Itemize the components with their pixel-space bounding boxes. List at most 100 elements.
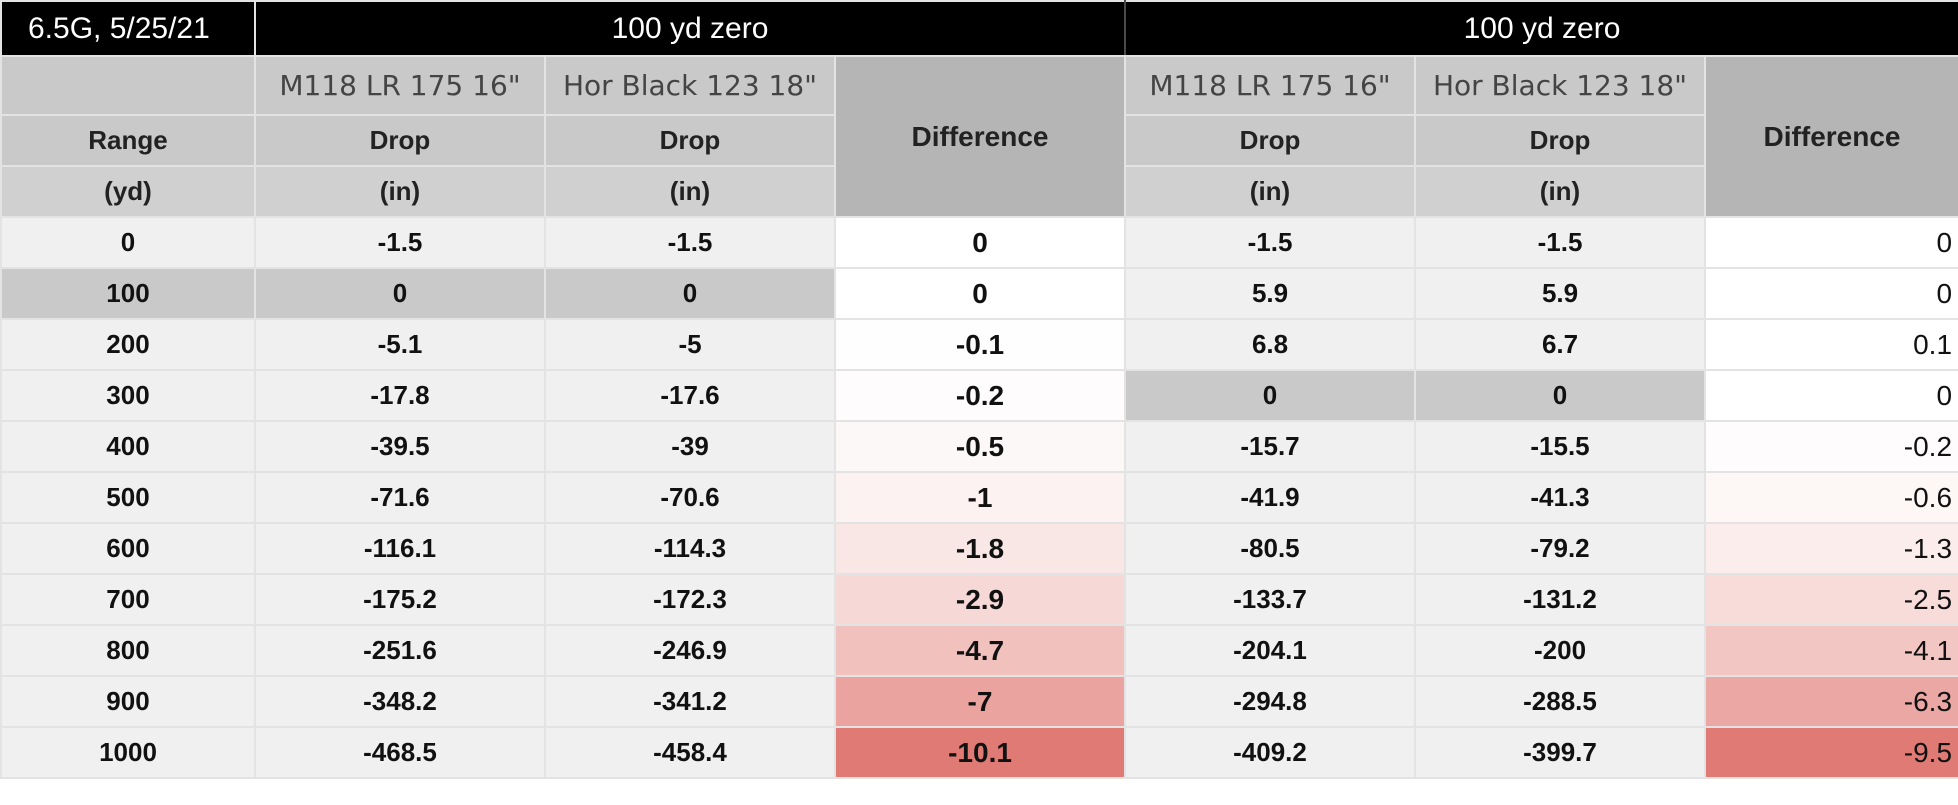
drop-cell-2[interactable]: -5 — [544, 318, 836, 371]
difference-cell-a[interactable]: 0 — [833, 267, 1127, 320]
range-cell[interactable]: 500 — [0, 471, 256, 524]
drop-cell-1[interactable]: -175.2 — [254, 573, 546, 626]
drop-cell-1[interactable]: -116.1 — [254, 522, 546, 575]
zero-header-a[interactable]: 100 yd zero — [253, 0, 1127, 57]
range-cell[interactable]: 400 — [0, 420, 256, 473]
difference-cell-b[interactable]: -0.6 — [1704, 471, 1958, 524]
drop-cell-2[interactable]: -17.6 — [544, 369, 836, 422]
drop-cell-1[interactable]: -17.8 — [254, 369, 546, 422]
drop-cell-2[interactable]: -114.3 — [544, 522, 836, 575]
drop-cell-2[interactable]: -1.5 — [544, 216, 836, 269]
drop-cell-3[interactable]: -409.2 — [1124, 726, 1417, 779]
difference-cell-a[interactable]: -1.8 — [833, 522, 1127, 575]
load-name-1[interactable]: M118 LR 175 16" — [254, 55, 546, 116]
range-cell[interactable]: 800 — [0, 624, 256, 677]
drop-cell-2[interactable]: -246.9 — [544, 624, 836, 677]
drop-cell-2[interactable]: -341.2 — [544, 675, 836, 728]
unit-4[interactable]: (in) — [1414, 165, 1707, 218]
difference-cell-a[interactable]: -0.1 — [833, 318, 1127, 371]
difference-cell-b[interactable]: -4.1 — [1704, 624, 1958, 677]
drop-cell-4[interactable]: 5.9 — [1414, 267, 1707, 320]
unit-1[interactable]: (in) — [254, 165, 546, 218]
drop-cell-1[interactable]: -39.5 — [254, 420, 546, 473]
difference-header-a[interactable]: Difference — [833, 55, 1127, 218]
range-header[interactable]: Range — [0, 114, 256, 167]
difference-cell-b[interactable]: -9.5 — [1704, 726, 1958, 779]
zero-header-b[interactable]: 100 yd zero — [1124, 0, 1958, 57]
unit-2[interactable]: (in) — [544, 165, 836, 218]
drop-cell-1[interactable]: -251.6 — [254, 624, 546, 677]
drop-cell-4[interactable]: -399.7 — [1414, 726, 1707, 779]
drop-cell-4[interactable]: 6.7 — [1414, 318, 1707, 371]
difference-cell-a[interactable]: -10.1 — [833, 726, 1127, 779]
drop-cell-4[interactable]: -200 — [1414, 624, 1707, 677]
difference-cell-a[interactable]: -7 — [833, 675, 1127, 728]
drop-cell-3[interactable]: -41.9 — [1124, 471, 1417, 524]
drop-cell-1[interactable]: -1.5 — [254, 216, 546, 269]
drop-cell-2[interactable]: -70.6 — [544, 471, 836, 524]
drop-cell-2[interactable]: -39 — [544, 420, 836, 473]
table-row: 200 -5.1 -5 -0.1 6.8 6.7 0.1 — [0, 318, 1958, 371]
drop-header-1[interactable]: Drop — [254, 114, 546, 167]
range-cell[interactable]: 600 — [0, 522, 256, 575]
difference-cell-b[interactable]: -0.2 — [1704, 420, 1958, 473]
range-cell[interactable]: 700 — [0, 573, 256, 626]
unit-3[interactable]: (in) — [1124, 165, 1417, 218]
drop-cell-4[interactable]: 0 — [1414, 369, 1707, 422]
difference-cell-b[interactable]: -1.3 — [1704, 522, 1958, 575]
drop-cell-1[interactable]: -5.1 — [254, 318, 546, 371]
difference-cell-b[interactable]: 0.1 — [1704, 318, 1958, 371]
drop-cell-2[interactable]: -172.3 — [544, 573, 836, 626]
range-unit[interactable]: (yd) — [0, 165, 256, 218]
drop-header-4[interactable]: Drop — [1414, 114, 1707, 167]
sheet-title[interactable]: 6.5G, 5/25/21 — [0, 0, 256, 57]
range-cell[interactable]: 900 — [0, 675, 256, 728]
load-name-2[interactable]: Hor Black 123 18" — [544, 55, 836, 116]
drop-cell-3[interactable]: 0 — [1124, 369, 1417, 422]
range-cell[interactable]: 1000 — [0, 726, 256, 779]
difference-cell-b[interactable]: -2.5 — [1704, 573, 1958, 626]
difference-cell-a[interactable]: -0.5 — [833, 420, 1127, 473]
drop-cell-4[interactable]: -288.5 — [1414, 675, 1707, 728]
drop-cell-2[interactable]: 0 — [544, 267, 836, 320]
range-cell[interactable]: 200 — [0, 318, 256, 371]
drop-header-3[interactable]: Drop — [1124, 114, 1417, 167]
drop-cell-1[interactable]: -468.5 — [254, 726, 546, 779]
difference-cell-a[interactable]: -4.7 — [833, 624, 1127, 677]
difference-cell-b[interactable]: 0 — [1704, 267, 1958, 320]
drop-cell-2[interactable]: -458.4 — [544, 726, 836, 779]
drop-cell-3[interactable]: 6.8 — [1124, 318, 1417, 371]
difference-cell-a[interactable]: -0.2 — [833, 369, 1127, 422]
drop-cell-4[interactable]: -131.2 — [1414, 573, 1707, 626]
drop-cell-3[interactable]: -15.7 — [1124, 420, 1417, 473]
difference-cell-b[interactable]: 0 — [1704, 216, 1958, 269]
difference-cell-a[interactable]: -1 — [833, 471, 1127, 524]
drop-cell-3[interactable]: 5.9 — [1124, 267, 1417, 320]
difference-cell-b[interactable]: -6.3 — [1704, 675, 1958, 728]
corner-cell[interactable] — [0, 55, 256, 116]
range-cell[interactable]: 0 — [0, 216, 256, 269]
difference-cell-a[interactable]: 0 — [833, 216, 1127, 269]
drop-cell-1[interactable]: -71.6 — [254, 471, 546, 524]
drop-cell-4[interactable]: -15.5 — [1414, 420, 1707, 473]
difference-cell-b[interactable]: 0 — [1704, 369, 1958, 422]
difference-header-b[interactable]: Difference — [1704, 55, 1958, 218]
drop-cell-3[interactable]: -294.8 — [1124, 675, 1417, 728]
table-row: 0 -1.5 -1.5 0 -1.5 -1.5 0 — [0, 216, 1958, 269]
drop-cell-1[interactable]: 0 — [254, 267, 546, 320]
load-name-3[interactable]: M118 LR 175 16" — [1124, 55, 1417, 116]
drop-cell-4[interactable]: -1.5 — [1414, 216, 1707, 269]
range-cell[interactable]: 300 — [0, 369, 256, 422]
drop-cell-3[interactable]: -204.1 — [1124, 624, 1417, 677]
range-cell[interactable]: 100 — [0, 267, 256, 320]
drop-cell-4[interactable]: -41.3 — [1414, 471, 1707, 524]
difference-cell-a[interactable]: -2.9 — [833, 573, 1127, 626]
drop-cell-3[interactable]: -80.5 — [1124, 522, 1417, 575]
drop-cell-3[interactable]: -133.7 — [1124, 573, 1417, 626]
drop-cell-3[interactable]: -1.5 — [1124, 216, 1417, 269]
drop-cell-1[interactable]: -348.2 — [254, 675, 546, 728]
drop-header-2[interactable]: Drop — [544, 114, 836, 167]
drop-cell-4[interactable]: -79.2 — [1414, 522, 1707, 575]
load-name-4[interactable]: Hor Black 123 18" — [1414, 55, 1707, 116]
